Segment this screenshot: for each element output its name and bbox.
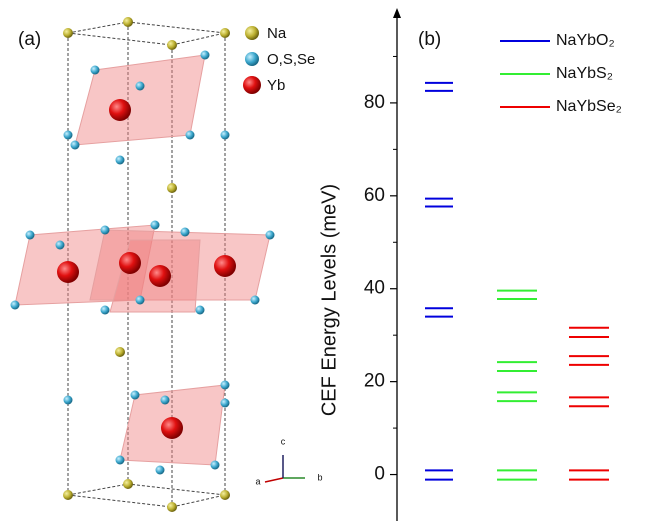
o-atom (64, 131, 73, 140)
o-atom (221, 381, 230, 390)
axis-label: a (255, 476, 260, 486)
o-atom (136, 82, 145, 91)
na-atom (167, 40, 177, 50)
o-atom (161, 396, 170, 405)
o-atom (131, 391, 140, 400)
o-atom (91, 66, 100, 75)
legend-label: O,S,Se (267, 51, 315, 68)
o-atom (26, 231, 35, 240)
o-atom (101, 306, 110, 315)
crystal-structure: (a) Na O,S,Se Yb a b c (11, 17, 323, 512)
yb-atom (119, 252, 141, 274)
panel-label: (b) (418, 29, 441, 50)
yb-atom (57, 261, 79, 283)
na-atom (115, 347, 125, 357)
o-atom (116, 456, 125, 465)
o-atom (201, 51, 210, 60)
o-atom (196, 306, 205, 315)
y-tick-label: 20 (364, 371, 385, 392)
o-atom (56, 241, 65, 250)
o-atom (266, 231, 275, 240)
legend-marker (245, 26, 259, 40)
legend-label: Na (267, 25, 287, 42)
na-atom (167, 502, 177, 512)
na-atom (63, 28, 73, 38)
y-tick-label: 40 (364, 278, 385, 299)
o-atom (221, 131, 230, 140)
axis-label: b (317, 472, 322, 482)
yb-atom (214, 255, 236, 277)
legend-marker (243, 76, 261, 94)
o-atom (11, 301, 20, 310)
y-tick-label: 0 (374, 464, 385, 485)
legend-marker (245, 52, 259, 66)
axis-label: c (281, 436, 286, 446)
o-atom (156, 466, 165, 475)
o-atom (151, 221, 160, 230)
na-atom (123, 479, 133, 489)
y-tick-label: 80 (364, 92, 385, 113)
o-atom (71, 141, 80, 150)
na-atom (220, 490, 230, 500)
legend-label: NaYbSe₂ (556, 98, 622, 115)
y-axis-title: CEF Energy Levels (meV) (318, 184, 340, 416)
y-tick-label: 60 (364, 185, 385, 206)
yb-atom (149, 265, 171, 287)
na-atom (220, 28, 230, 38)
legend-label: Yb (267, 77, 285, 94)
o-atom (136, 296, 145, 305)
axis-arrowhead (393, 8, 401, 18)
na-atom (123, 17, 133, 27)
energy-chart: 0 20 40 60 80 CEF Energy Levels (meV) (b) NaYbO… (318, 8, 622, 521)
cell-edge (68, 22, 225, 45)
axis-arrow (265, 478, 283, 482)
cell-edge (68, 484, 225, 507)
na-atom (63, 490, 73, 500)
o-atom (116, 156, 125, 165)
legend-label: NaYbO₂ (556, 32, 615, 49)
o-atom (186, 131, 195, 140)
legend-label: NaYbS₂ (556, 65, 613, 82)
o-atom (221, 399, 230, 408)
yb-atom (161, 417, 183, 439)
o-atom (211, 461, 220, 470)
panel-label: (a) (18, 29, 41, 50)
yb-atom (109, 99, 131, 121)
o-atom (64, 396, 73, 405)
figure: (a) Na O,S,Se Yb a b c 0 20 40 60 80 CEF Energy Lev… (0, 0, 651, 521)
o-atom (101, 226, 110, 235)
na-atom (167, 183, 177, 193)
o-atom (251, 296, 260, 305)
o-atom (181, 228, 190, 237)
